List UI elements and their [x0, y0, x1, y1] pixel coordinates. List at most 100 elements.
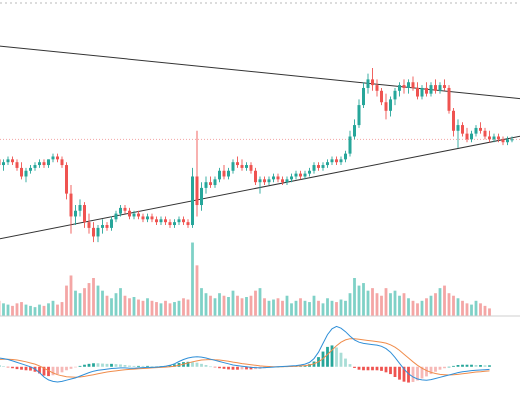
macd-histogram-bar	[78, 365, 82, 367]
candle-body	[312, 165, 316, 171]
candle-body	[263, 179, 266, 183]
candle-body	[456, 125, 460, 131]
macd-histogram-bar	[60, 366, 64, 373]
macd-histogram-bar	[51, 366, 55, 376]
volume-bar	[236, 295, 239, 316]
candle-body	[492, 136, 496, 140]
volume-bar	[447, 293, 451, 316]
candle-body	[33, 165, 37, 168]
macd-histogram-bar	[443, 366, 446, 369]
candle-body	[474, 127, 478, 134]
candle-body	[65, 165, 68, 194]
volume-bar	[29, 305, 32, 316]
macd-histogram-bar	[128, 365, 131, 367]
volume-bar	[249, 295, 253, 316]
volume-bar	[339, 299, 343, 316]
macd-histogram-bar	[380, 366, 383, 371]
candle-body	[398, 85, 401, 91]
candle-body	[132, 213, 136, 217]
volume-bar	[276, 298, 280, 316]
macd-histogram-bar	[344, 358, 347, 367]
candle-body	[0, 159, 1, 166]
volume-bar	[60, 302, 64, 316]
candle-body	[105, 225, 109, 228]
macd-histogram-bar	[155, 366, 158, 367]
macd-histogram-bar	[15, 366, 19, 370]
candle-body	[488, 136, 491, 140]
candle-body	[425, 87, 428, 94]
candle-body	[429, 85, 433, 94]
candle-body	[128, 210, 131, 217]
volume-bar	[240, 298, 244, 316]
candle-body	[96, 227, 100, 237]
candle-body	[200, 187, 203, 206]
candle-body	[317, 165, 320, 168]
candle-body	[195, 176, 199, 206]
macd-histogram-bar	[150, 366, 154, 367]
candle-body	[119, 207, 122, 214]
candle-body	[87, 222, 91, 228]
volume-bar	[92, 278, 95, 316]
volume-bar	[47, 303, 50, 316]
candle-body	[281, 179, 284, 183]
price-pane	[0, 45, 520, 243]
volume-bar	[465, 303, 469, 316]
macd-histogram-bar	[123, 365, 127, 367]
volume-bar	[452, 295, 455, 316]
macd-histogram-bar	[146, 365, 149, 367]
volume-bar	[371, 288, 374, 316]
candle-body	[110, 219, 113, 228]
macd-histogram-bar	[74, 366, 77, 368]
macd-histogram-bar	[479, 365, 482, 367]
volume-bar	[443, 285, 446, 316]
macd-histogram-bar	[245, 366, 248, 370]
volume-pane	[0, 242, 491, 316]
volume-bar	[456, 298, 460, 316]
macd-histogram-bar	[195, 362, 199, 367]
macd-histogram-bar	[20, 366, 23, 370]
macd-histogram-bar	[240, 366, 244, 370]
volume-bar	[128, 298, 131, 316]
candle-body	[416, 87, 419, 97]
macd-histogram-bar	[114, 364, 118, 367]
macd-histogram-bar	[168, 365, 172, 367]
candle-body	[465, 133, 469, 140]
macd-histogram-bar	[96, 363, 100, 367]
candle-body	[11, 159, 14, 163]
candle-body	[461, 125, 464, 134]
macd-histogram-bar	[420, 366, 424, 379]
volume-bar	[416, 303, 419, 316]
macd-histogram-bar	[29, 366, 32, 371]
volume-bar	[105, 295, 109, 316]
volume-bar	[375, 293, 379, 316]
candle-body	[375, 85, 379, 91]
macd-histogram-bar	[407, 366, 410, 383]
candle-body	[227, 170, 230, 177]
candle-body	[146, 216, 149, 220]
candle-body	[267, 179, 271, 183]
candle-body	[384, 102, 388, 111]
macd-histogram-bar	[56, 366, 59, 375]
candle-body	[272, 176, 275, 180]
macd-histogram-bar	[200, 363, 203, 367]
volume-bar	[366, 290, 370, 316]
signal-line	[0, 338, 490, 378]
macd-histogram-bar	[105, 363, 109, 367]
volume-bar	[123, 295, 127, 316]
macd-histogram-bar	[222, 366, 226, 369]
candle-body	[6, 159, 10, 163]
volume-bar	[285, 295, 289, 316]
volume-bar	[254, 290, 257, 316]
volume-bar	[267, 300, 271, 316]
candle-body	[339, 159, 343, 163]
macd-histogram-bar	[447, 366, 451, 368]
candle-body	[191, 176, 194, 226]
candle-body	[411, 82, 415, 88]
volume-bar	[227, 297, 230, 316]
candle-body	[276, 176, 280, 180]
macd-histogram-bar	[11, 366, 14, 369]
macd-histogram-bar	[434, 366, 437, 372]
candle-body	[24, 170, 28, 177]
volume-bar	[137, 299, 140, 316]
macd-histogram-bar	[357, 366, 361, 370]
